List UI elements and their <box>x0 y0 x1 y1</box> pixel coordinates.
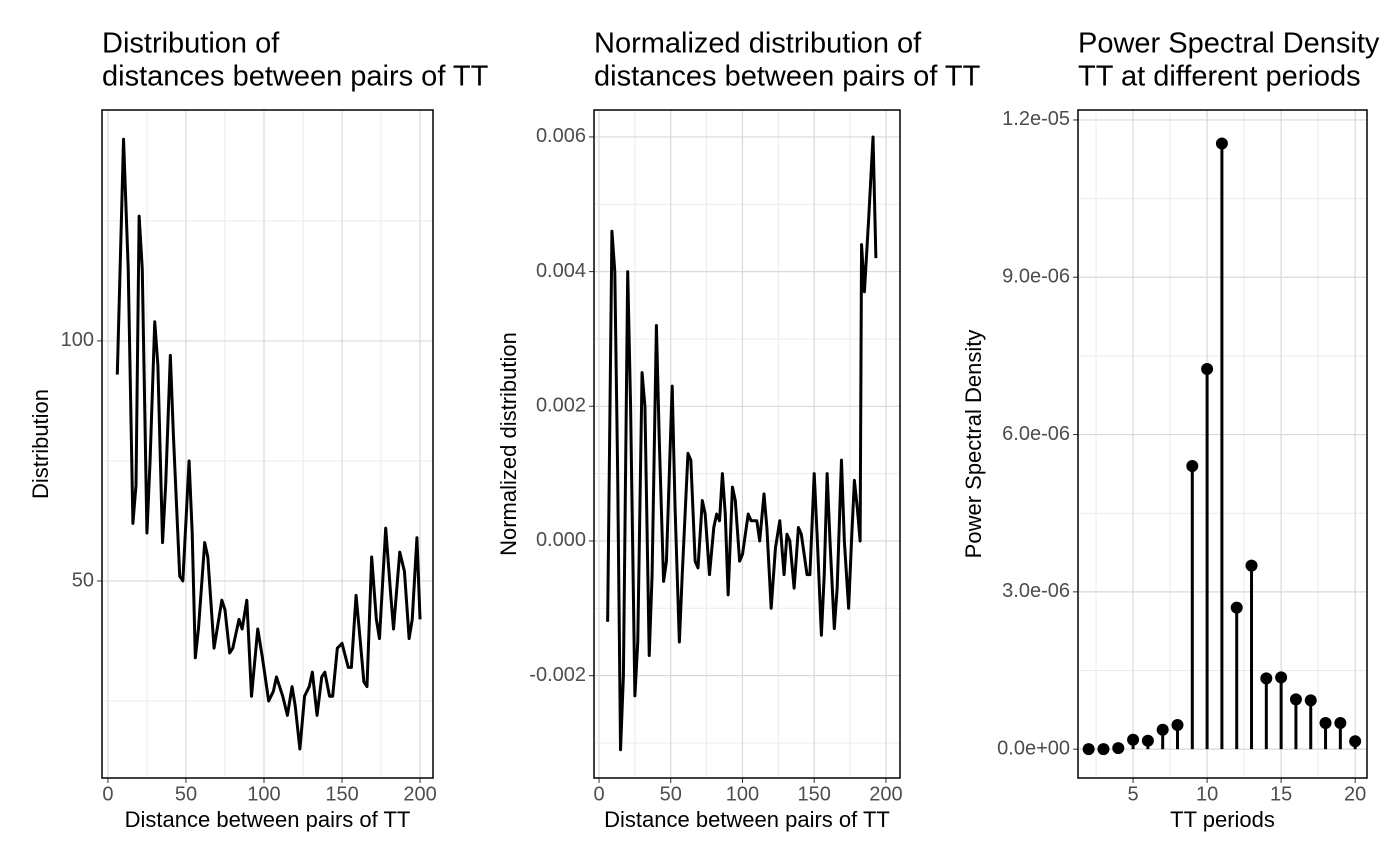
plot-border <box>101 109 434 779</box>
chart-title: Power Spectral Density <box>1078 28 1380 60</box>
point <box>1304 694 1317 707</box>
y-tick-label: 1.2e-05 <box>1002 108 1070 130</box>
point <box>1289 693 1302 706</box>
point <box>1230 601 1243 614</box>
chart-title: distances between pairs of TT <box>594 61 981 93</box>
point <box>1141 734 1154 747</box>
point <box>1201 363 1214 376</box>
y-axis-label: Normalized distribution <box>496 332 521 556</box>
point <box>1215 137 1228 150</box>
x-tick-label: 5 <box>1128 783 1139 805</box>
x-tick-label: 20 <box>1344 783 1366 805</box>
x-tick-label: 50 <box>660 783 682 805</box>
y-tick-label: 0.002 <box>536 395 586 417</box>
y-axis-label: Distribution <box>28 389 53 499</box>
y-tick-label: 100 <box>61 329 94 351</box>
x-axis-label: TT periods <box>1170 807 1275 832</box>
y-tick-label: 3.0e-06 <box>1002 580 1070 602</box>
plot-border <box>1077 109 1368 779</box>
y-tick-label: 0.004 <box>536 260 586 282</box>
y-axis-label: Power Spectral Density <box>961 330 986 559</box>
point <box>1171 719 1184 732</box>
x-tick-label: 150 <box>798 783 831 805</box>
x-tick-label: 200 <box>869 783 902 805</box>
point <box>1186 460 1199 473</box>
x-tick-label: 100 <box>247 783 280 805</box>
x-tick-label: 200 <box>403 783 436 805</box>
point <box>1334 716 1347 729</box>
chart-title: Normalized distribution of <box>594 28 922 60</box>
x-tick-label: 0 <box>593 783 604 805</box>
data-line <box>115 137 422 751</box>
data-line <box>606 135 878 752</box>
y-tick-label: 0.000 <box>536 529 586 551</box>
x-tick-label: 15 <box>1270 783 1292 805</box>
x-tick-label: 50 <box>175 783 197 805</box>
x-tick-label: 10 <box>1196 783 1218 805</box>
y-tick-label: 0.006 <box>536 125 586 147</box>
y-tick-label: 6.0e-06 <box>1002 423 1070 445</box>
y-tick-label: 0.0e+00 <box>997 737 1070 759</box>
chart-title: distances between pairs of TT <box>102 61 489 93</box>
point <box>1156 723 1169 736</box>
plot-border <box>593 109 901 779</box>
point <box>1260 672 1273 685</box>
point <box>1082 743 1095 756</box>
point <box>1245 559 1258 572</box>
x-tick-label: 0 <box>102 783 113 805</box>
point <box>1127 733 1140 746</box>
point <box>1349 735 1362 748</box>
point <box>1097 743 1110 756</box>
x-axis-label: Distance between pairs of TT <box>604 807 890 832</box>
x-axis-label: Distance between pairs of TT <box>125 807 411 832</box>
chart-title: TT at different periods <box>1078 61 1361 93</box>
chart-title: Distribution of <box>102 28 280 60</box>
point <box>1319 716 1332 729</box>
point <box>1275 671 1288 684</box>
y-tick-label: -0.002 <box>529 664 586 686</box>
y-tick-label: 50 <box>72 569 94 591</box>
point <box>1112 742 1125 755</box>
y-tick-label: 9.0e-06 <box>1002 266 1070 288</box>
x-tick-label: 100 <box>726 783 759 805</box>
x-tick-label: 150 <box>325 783 358 805</box>
